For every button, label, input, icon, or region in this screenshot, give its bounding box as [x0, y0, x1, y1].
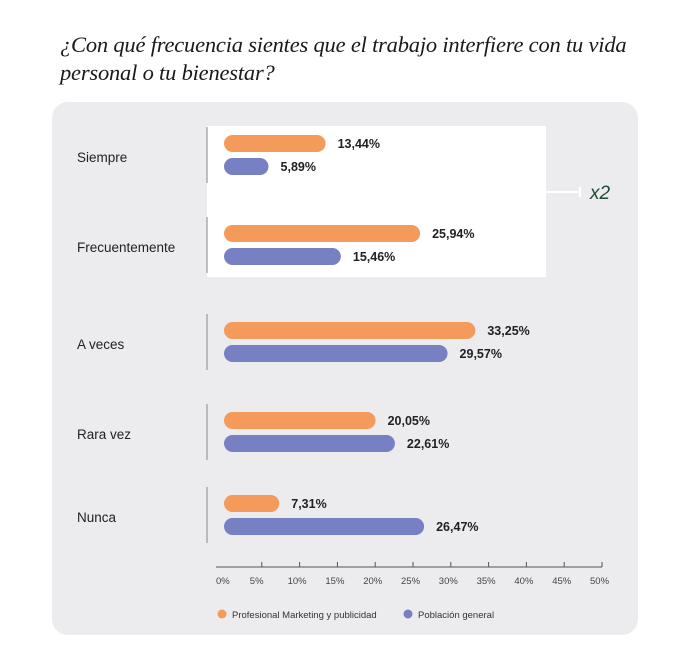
data-label: 25,94% — [432, 227, 474, 241]
category-label: Frecuentemente — [77, 240, 175, 255]
x-tick-label: 20% — [363, 576, 383, 587]
x-tick-label: 35% — [477, 576, 497, 587]
x-tick-label: 15% — [325, 576, 345, 587]
legend-label: Profesional Marketing y publicidad — [232, 610, 377, 621]
x-tick-label: 0% — [216, 576, 230, 587]
bar-marketing — [224, 412, 376, 429]
data-label: 15,46% — [353, 250, 395, 264]
legend-marker — [403, 609, 413, 619]
bar-general — [224, 158, 269, 175]
category-label: Siempre — [77, 150, 127, 165]
x-tick-label: 5% — [250, 576, 264, 587]
data-label: 29,57% — [460, 347, 502, 361]
data-label: 5,89% — [281, 160, 316, 174]
category-label: Rara vez — [77, 427, 131, 442]
x-tick-label: 10% — [288, 576, 308, 587]
bar-marketing — [224, 225, 421, 242]
chart-title: ¿Con qué frecuencia sientes que el traba… — [60, 32, 627, 85]
bar-general — [224, 345, 448, 362]
bar-general — [224, 435, 395, 452]
bar-general — [224, 248, 341, 265]
data-label: 26,47% — [436, 520, 478, 534]
data-label: 20,05% — [388, 414, 430, 428]
category-label: Nunca — [77, 510, 117, 525]
bar-marketing — [224, 322, 476, 339]
category-label: A veces — [77, 337, 125, 352]
bar-marketing — [224, 495, 280, 512]
x-tick-label: 30% — [439, 576, 459, 587]
data-label: 33,25% — [487, 324, 529, 338]
annotation-label: x2 — [589, 183, 611, 204]
data-label: 22,61% — [407, 437, 449, 451]
legend-label: Población general — [418, 610, 494, 621]
x-tick-label: 40% — [514, 576, 534, 587]
x-tick-label: 25% — [401, 576, 421, 587]
bar-marketing — [224, 135, 326, 152]
x-tick-label: 45% — [552, 576, 572, 587]
data-label: 13,44% — [338, 137, 380, 151]
data-label: 7,31% — [291, 497, 326, 511]
legend-marker — [217, 609, 227, 619]
bar-general — [224, 518, 425, 535]
x-tick-label: 50% — [590, 576, 610, 587]
